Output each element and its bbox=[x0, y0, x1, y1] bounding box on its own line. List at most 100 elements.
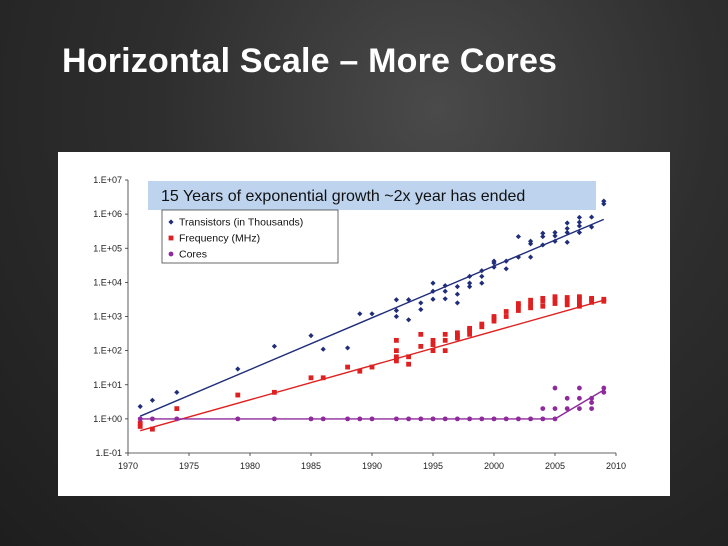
transistors-point bbox=[552, 233, 558, 239]
frequency-point bbox=[516, 303, 521, 309]
cores-point bbox=[503, 416, 509, 422]
frequency-point bbox=[577, 294, 582, 300]
slide-title: Horizontal Scale – More Cores bbox=[62, 42, 558, 80]
transistors-point bbox=[174, 389, 180, 395]
cores-point bbox=[430, 416, 436, 422]
legend-label-frequency: Frequency (MHz) bbox=[179, 233, 260, 245]
frequency-point bbox=[394, 337, 399, 343]
frequency-point bbox=[394, 358, 399, 364]
transistors-point bbox=[235, 366, 241, 372]
cores-point bbox=[418, 416, 424, 422]
frequency-point bbox=[442, 348, 448, 354]
frequency-point bbox=[442, 331, 448, 337]
transistors-point bbox=[479, 280, 485, 286]
frequency-point bbox=[491, 318, 497, 324]
transistors-point bbox=[564, 220, 570, 226]
transistors-point bbox=[357, 311, 363, 317]
frequency-point bbox=[552, 301, 558, 306]
transistors-point bbox=[393, 313, 399, 320]
transistors-point bbox=[589, 214, 595, 220]
transistors-point bbox=[406, 317, 412, 323]
frequency-point bbox=[455, 330, 460, 336]
banner-background bbox=[148, 181, 596, 210]
frequency-point bbox=[564, 302, 570, 308]
cores-point bbox=[357, 416, 363, 422]
cores-point bbox=[174, 416, 180, 422]
frequency-point bbox=[577, 303, 582, 309]
transistors-point bbox=[552, 238, 558, 244]
transistors-point bbox=[589, 224, 595, 230]
cores-point bbox=[540, 416, 546, 422]
growth-chart: 1.E+07 1.E+06 1.E+05 1.E+04 1.E+03 1.E+02 1.E+… bbox=[93, 175, 626, 471]
frequency-point bbox=[491, 316, 497, 322]
frequency-point bbox=[577, 296, 582, 302]
cores-point bbox=[235, 416, 241, 422]
frequency-point bbox=[552, 294, 558, 300]
x-tick-label: 1985 bbox=[301, 461, 321, 471]
x-tick-label: 1975 bbox=[179, 461, 199, 471]
transistors-point bbox=[601, 198, 607, 204]
frequency-point bbox=[528, 305, 533, 311]
transistors-point bbox=[503, 258, 509, 264]
cores-point bbox=[369, 416, 375, 422]
transistors-point bbox=[345, 345, 351, 351]
transistors-point bbox=[418, 306, 424, 313]
cores-point bbox=[577, 385, 582, 391]
transistors-point bbox=[442, 288, 448, 294]
chart-axes bbox=[125, 179, 617, 456]
legend-box bbox=[161, 209, 339, 264]
transistors-point bbox=[418, 300, 424, 306]
cores-point bbox=[540, 406, 546, 412]
transistors-point bbox=[442, 296, 448, 302]
frequency-point bbox=[345, 364, 350, 370]
transistors-point bbox=[467, 280, 473, 286]
transistors-point bbox=[308, 333, 314, 339]
transistors-point bbox=[540, 230, 546, 236]
transistors-point bbox=[515, 233, 521, 240]
frequency-point bbox=[564, 295, 570, 300]
x-tick-label: 1980 bbox=[240, 461, 260, 471]
legend-marker-cores bbox=[168, 251, 174, 257]
cores-point bbox=[589, 395, 594, 401]
frequency-point bbox=[406, 361, 411, 367]
cores-point bbox=[150, 416, 155, 422]
cores-point bbox=[589, 400, 594, 405]
frequency-point bbox=[394, 354, 399, 360]
cores-point bbox=[455, 416, 460, 422]
frequency-point bbox=[479, 324, 485, 330]
cores-point bbox=[601, 389, 607, 395]
transistors-point bbox=[393, 307, 399, 314]
transistors-point bbox=[528, 238, 534, 244]
transistors-point bbox=[564, 225, 570, 232]
transistors-point bbox=[576, 214, 582, 221]
transistors-point bbox=[467, 273, 473, 279]
x-tick-label: 2010 bbox=[606, 461, 626, 471]
x-tick-label: 1990 bbox=[362, 461, 382, 471]
cores-point bbox=[272, 416, 277, 422]
cores-point bbox=[564, 395, 570, 401]
chart-legend: Transistors (in Thousands) Frequency (MHz… bbox=[161, 209, 339, 264]
x-tick-label: 1995 bbox=[423, 461, 443, 471]
transistors-point bbox=[137, 403, 143, 410]
y-tick-label: 1.E+04 bbox=[93, 277, 122, 287]
cores-point bbox=[308, 416, 314, 422]
cores-point bbox=[552, 416, 558, 422]
frequency-point bbox=[455, 335, 460, 341]
cores-trend-line bbox=[140, 389, 605, 420]
chart-panel: 1.E+07 1.E+06 1.E+05 1.E+04 1.E+03 1.E+02 1.E+… bbox=[58, 152, 670, 496]
frequency-point bbox=[552, 296, 558, 302]
transistors-point bbox=[576, 229, 582, 236]
frequency-point bbox=[174, 406, 180, 412]
frequency-point bbox=[479, 321, 485, 327]
cores-point bbox=[589, 406, 594, 412]
frequency-point bbox=[137, 424, 143, 429]
x-tick-label: 1970 bbox=[118, 461, 138, 471]
transistors-point bbox=[491, 264, 497, 270]
transistors-point bbox=[528, 254, 534, 260]
frequency-point bbox=[369, 364, 375, 370]
frequency-point bbox=[357, 368, 363, 374]
cores-point bbox=[528, 416, 533, 422]
cores-point bbox=[601, 385, 607, 391]
legend-label-transistors: Transistors (in Thousands) bbox=[179, 217, 303, 229]
banner-text: 15 Years of exponential growth ~2x year … bbox=[161, 188, 525, 205]
